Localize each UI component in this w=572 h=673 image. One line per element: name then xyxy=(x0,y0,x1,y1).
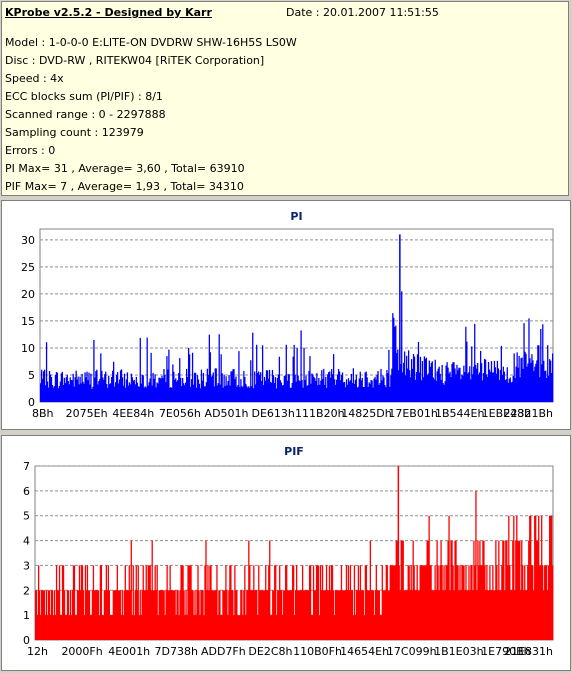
pi-x-tick-label: AD501h xyxy=(205,407,249,420)
info-ecc-sum: ECC blocks sum (PI/PIF) : 8/1 xyxy=(5,90,163,103)
pif-x-tick-label: DE2C8h xyxy=(248,645,292,658)
pi-x-tick-label: 7E056h xyxy=(159,407,201,420)
pif-x-tick-label: 1B1E03h xyxy=(434,645,483,658)
pif-x-tick-label: 12h xyxy=(27,645,48,658)
pi-x-tick-label: 14825Dh xyxy=(341,407,391,420)
pi-bars xyxy=(40,291,554,402)
info-scanned-range: Scanned range : 0 - 2297888 xyxy=(5,108,166,121)
pi-y-tick-label: 10 xyxy=(21,342,35,355)
pi-x-tick-label: 8Bh xyxy=(32,407,54,420)
pif-chart: PIF 0 1 2 3 4 5 6 7 12h 2000Fh 4E001h 7D738h ADD7Fh DE… xyxy=(23,445,554,658)
pi-y-tick-label: 20 xyxy=(21,288,35,301)
pi-chart-title: PI xyxy=(290,210,302,223)
pif-y-tick-label: 3 xyxy=(23,559,30,572)
pi-y-tick-label: 5 xyxy=(28,369,35,382)
pif-chart-title: PIF xyxy=(284,445,304,458)
pif-y-tick-label: 7 xyxy=(23,460,30,473)
pi-max-spike xyxy=(399,234,401,402)
pi-x-tick-label: 1EBE48h xyxy=(482,407,531,420)
pif-y-tick-label: 5 xyxy=(23,510,30,523)
pi-x-tick-label: DE613h xyxy=(251,407,294,420)
pi-y-tick-label: 15 xyxy=(21,315,35,328)
pif-x-tick-label: 14654Eh xyxy=(340,645,389,658)
pi-y-tick-label: 0 xyxy=(28,396,35,409)
info-pi-stats: PI Max= 31 , Average= 3,60 , Total= 6391… xyxy=(5,162,245,175)
pif-y-tick-label: 0 xyxy=(23,634,30,647)
pi-chart: PI 0 5 10 15 20 25 30 8Bh 2075Eh 4EE84h 7E056h AD501… xyxy=(21,210,554,420)
pif-y-tick-label: 1 xyxy=(23,609,30,622)
pif-bars xyxy=(35,490,554,640)
pif-max-spike xyxy=(397,466,400,640)
pi-x-tick-label: 111B20h xyxy=(295,407,345,420)
pif-y-tick-label: 4 xyxy=(23,535,30,548)
pif-x-tick-label: 2000Fh xyxy=(61,645,102,658)
pif-x-tick-label: 110B0Fh xyxy=(293,645,342,658)
pif-x-tick-label: 1E790Bh xyxy=(481,645,530,658)
pif-y-tick-label: 6 xyxy=(23,485,30,498)
scan-date: Date : 20.01.2007 11:51:55 xyxy=(286,6,439,19)
pif-x-tick-label: ADD7Fh xyxy=(201,645,246,658)
pif-chart-panel: PIF 0 1 2 3 4 5 6 7 12h 2000Fh 4E001h 7D738h ADD7Fh DE… xyxy=(1,435,571,671)
info-model: Model : 1-0-0-0 E:LITE-ON DVDRW SHW-16H5… xyxy=(5,36,297,49)
info-pif-stats: PIF Max= 7 , Average= 1,93 , Total= 3431… xyxy=(5,180,244,193)
pi-y-tick-label: 30 xyxy=(21,234,35,247)
pif-x-tick-label: 17C099h xyxy=(387,645,437,658)
pif-y-tick-label: 2 xyxy=(23,584,30,597)
info-errors: Errors : 0 xyxy=(5,144,56,157)
pi-x-tick-label: 2075Eh xyxy=(66,407,108,420)
info-panel: KProbe v2.5.2 - Designed by Karr Date : … xyxy=(1,1,569,196)
info-speed: Speed : 4x xyxy=(5,72,64,85)
pi-x-tick-label: 17EB01h xyxy=(388,407,437,420)
pi-x-tick-label: 1B544Eh xyxy=(435,407,484,420)
app-title: KProbe v2.5.2 - Designed by Karr xyxy=(5,6,212,19)
pi-y-tick-label: 25 xyxy=(21,261,35,274)
pif-x-tick-label: 21E831h xyxy=(504,645,553,658)
pif-x-tick-label: 4E001h xyxy=(108,645,150,658)
pi-x-tick-label: 4EE84h xyxy=(112,407,154,420)
pif-x-tick-label: 7D738h xyxy=(155,645,198,658)
pi-x-tick-label: 22321Bh xyxy=(503,407,553,420)
info-sampling-count: Sampling count : 123979 xyxy=(5,126,144,139)
pi-chart-panel: PI 0 5 10 15 20 25 30 8Bh 2075Eh 4EE84h 7E056h AD501… xyxy=(1,200,571,430)
info-disc: Disc : DVD-RW , RITEKW04 [RiTEK Corporat… xyxy=(5,54,265,67)
